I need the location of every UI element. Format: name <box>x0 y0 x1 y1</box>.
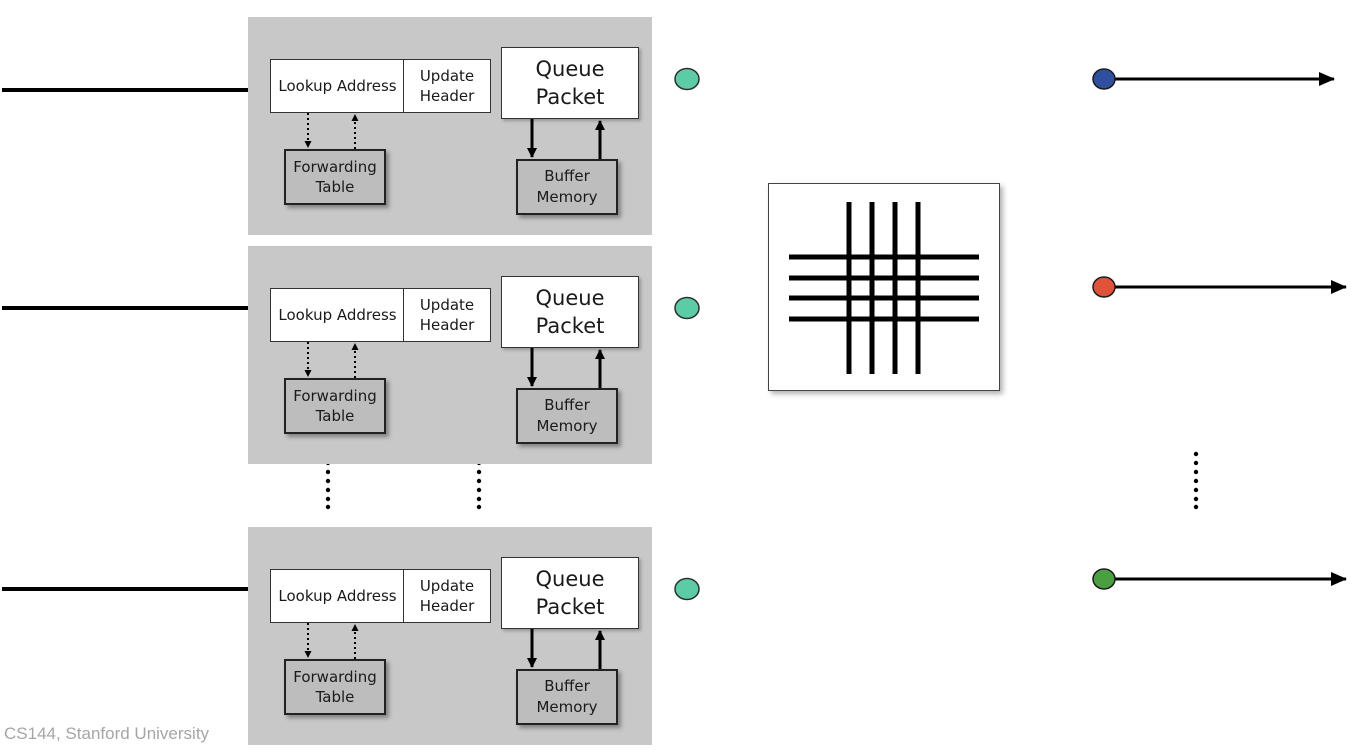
buffer-memory-label: Buffer Memory <box>536 396 598 435</box>
input-port-dot <box>674 67 700 91</box>
forwarding-table-label: Forwarding Table <box>293 158 377 196</box>
vertical-ellipsis <box>1193 451 1199 510</box>
crossbar-switch <box>768 183 1000 391</box>
queue-packet-box: Queue Packet <box>501 276 639 348</box>
buffer-memory-label: Buffer Memory <box>536 677 598 716</box>
output-port-dot-blue <box>1092 68 1116 90</box>
lookup-address-label: Lookup Address <box>278 77 397 95</box>
queue-packet-box: Queue Packet <box>501 557 639 629</box>
queue-packet-label: Queue Packet <box>535 286 605 338</box>
lookup-address-box: Lookup Address <box>270 569 404 623</box>
input-port-1: Lookup Address Update Header Queue Packe… <box>248 17 652 235</box>
buffer-memory-box: Buffer Memory <box>516 669 618 725</box>
update-header-label: Update Header <box>419 577 475 615</box>
update-header-label: Update Header <box>419 296 475 334</box>
update-header-box: Update Header <box>403 288 491 342</box>
forwarding-table-box: Forwarding Table <box>284 149 386 205</box>
lookup-address-label: Lookup Address <box>278 587 397 605</box>
output-port-dot-green <box>1092 568 1116 590</box>
buffer-memory-label: Buffer Memory <box>536 167 598 206</box>
crossbar-grid-icon <box>789 202 979 374</box>
lookup-address-label: Lookup Address <box>278 306 397 324</box>
forwarding-table-label: Forwarding Table <box>293 387 377 425</box>
queue-packet-label: Queue Packet <box>535 567 605 619</box>
forwarding-table-box: Forwarding Table <box>284 378 386 434</box>
output-port-dot-red <box>1092 276 1116 298</box>
input-port-2: Lookup Address Update Header Queue Packe… <box>248 246 652 464</box>
port-connectors <box>304 342 605 388</box>
forwarding-table-box: Forwarding Table <box>284 659 386 715</box>
update-header-box: Update Header <box>403 59 491 113</box>
update-header-label: Update Header <box>419 67 475 105</box>
input-port-3: Lookup Address Update Header Queue Packe… <box>248 527 652 745</box>
update-header-box: Update Header <box>403 569 491 623</box>
buffer-memory-box: Buffer Memory <box>516 159 618 215</box>
input-port-dot <box>674 296 700 320</box>
lookup-address-box: Lookup Address <box>270 59 404 113</box>
buffer-memory-box: Buffer Memory <box>516 388 618 444</box>
port-connectors <box>304 113 605 159</box>
forwarding-table-label: Forwarding Table <box>293 668 377 706</box>
queue-packet-box: Queue Packet <box>501 47 639 119</box>
port-connectors <box>304 623 605 669</box>
input-port-dot <box>674 577 700 601</box>
lookup-address-box: Lookup Address <box>270 288 404 342</box>
footer-credit: CS144, Stanford University <box>4 724 210 743</box>
queue-packet-label: Queue Packet <box>535 57 605 109</box>
